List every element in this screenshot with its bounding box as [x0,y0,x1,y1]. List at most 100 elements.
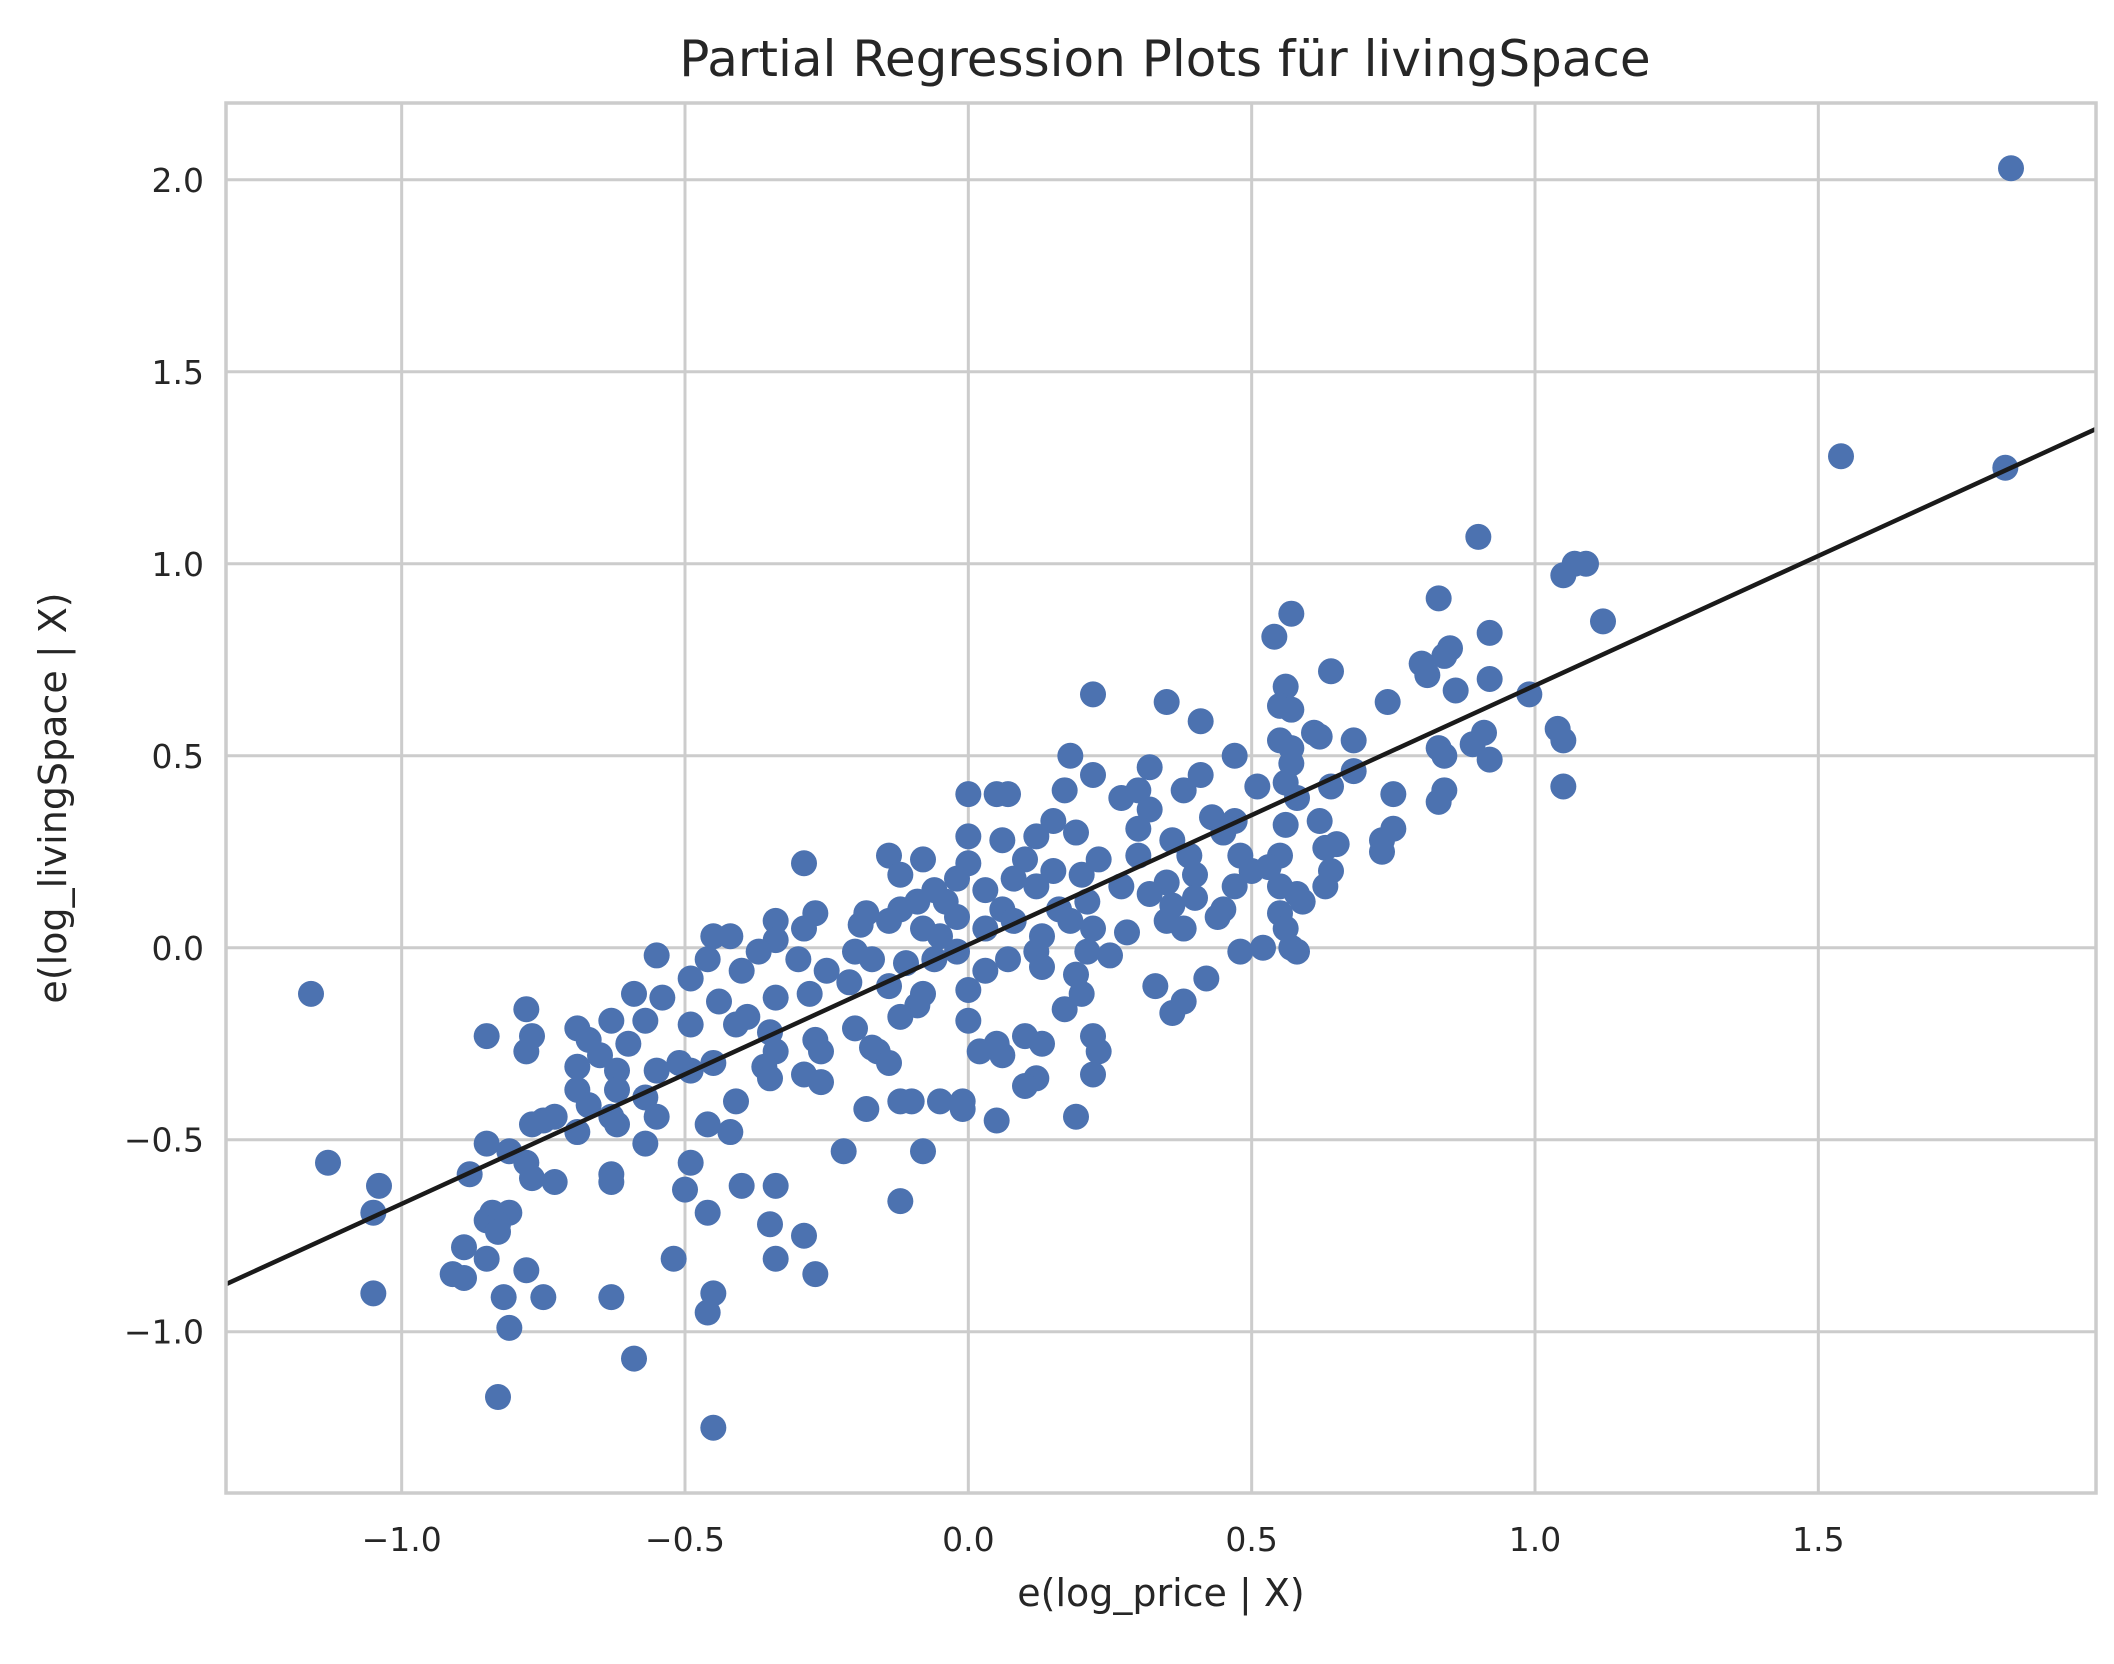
scatter-point [1828,443,1854,470]
y-tick-label: 0.5 [152,737,204,776]
y-tick-label: 1.5 [152,353,204,392]
scatter-point [927,1088,953,1115]
scatter-point [360,1280,387,1307]
x-tick-label: 1.0 [1509,1520,1561,1559]
scatter-point [859,946,885,973]
scatter-point [1000,865,1027,892]
scatter-points [298,155,2024,1441]
scatter-point [1136,754,1163,781]
x-tick-label: −0.5 [645,1520,725,1559]
scatter-point [1278,696,1305,723]
scatter-point [643,942,670,969]
scatter-point [575,1092,602,1119]
scatter-point [717,1119,744,1146]
scatter-point [1550,773,1577,800]
x-tick-label: 0.0 [942,1520,994,1559]
scatter-point [910,1138,936,1165]
scatter-point [1340,727,1367,754]
scatter-point [1097,942,1123,969]
scatter-point [887,1188,914,1215]
scatter-point [1057,907,1084,934]
scatter-point [1153,689,1180,716]
scatter-point [513,1038,540,1065]
scatter-point [1063,1103,1089,1130]
scatter-point [791,1222,817,1249]
scatter-point [1085,846,1112,873]
scatter-point [1374,689,1401,716]
scatter-point [1063,819,1089,846]
scatter-point [700,1414,727,1441]
scatter-point [598,1168,625,1195]
scatter-point [677,1011,704,1038]
scatter-point [694,1199,721,1226]
scatter-point [1193,965,1220,992]
scatter-point [451,1264,477,1291]
scatter-point [989,827,1016,854]
scatter-point [1074,938,1101,965]
scatter-point [785,946,812,973]
scatter-point [1068,980,1095,1007]
scatter-point [762,984,789,1011]
y-tick-label: 1.0 [152,545,204,584]
scatter-point [876,842,902,869]
scatter-point [927,923,953,950]
scatter-point [541,1168,568,1195]
scatter-point [1442,677,1469,704]
scatter-point [1159,1000,1186,1027]
scatter-point [853,1096,880,1123]
scatter-point [1261,623,1288,650]
scatter-point [1187,708,1214,735]
scatter-point [1250,934,1276,961]
scatter-point [598,1007,625,1034]
y-tick-labels: −1.0 −0.5 0.0 0.5 1.0 1.5 2.0 [124,161,204,1352]
x-axis-label: e(log_price | X) [1017,1571,1305,1616]
scatter-point [643,1103,670,1130]
scatter-point [1465,523,1492,550]
scatter-point [1227,938,1254,965]
scatter-point [955,823,982,850]
scatter-point [513,996,540,1023]
scatter-point [473,1245,500,1272]
scatter-point [1125,815,1152,842]
x-tick-label: −1.0 [362,1520,442,1559]
scatter-point [1550,727,1577,754]
scatter-point [485,1218,511,1245]
plot-frame [224,101,2098,1495]
scatter-point [1023,873,1050,900]
scatter-point [677,965,704,992]
scatter-point [1204,904,1231,931]
scatter-point [1425,585,1452,612]
scatter-point [1550,562,1577,589]
scatter-point [1312,834,1339,861]
scatter-point [513,1257,540,1284]
scatter-point [1476,619,1503,646]
scatter-point [1380,781,1407,808]
scatter-point [1080,915,1106,942]
regression-fit-line [225,426,2097,1287]
scatter-point [762,907,789,934]
scatter-point [955,781,982,808]
scatter-point [660,1245,687,1272]
scatter-point [298,980,324,1007]
scatter-point [632,1130,659,1157]
scatter-point [1057,742,1084,769]
scatter-point [1272,811,1299,838]
scatter-point [972,877,999,904]
scatter-point [983,1107,1010,1134]
scatter-point [898,1088,925,1115]
scatter-point [694,1111,721,1138]
scatter-point [955,976,982,1003]
scatter-point [1459,731,1486,758]
scatter-point [604,1076,630,1103]
scatter-point [643,1057,670,1084]
scatter-point [757,1211,783,1238]
x-tick-labels: −1.0 −0.5 0.0 0.5 1.0 1.5 [362,1520,1845,1559]
scatter-point [1238,857,1265,884]
scatter-point [723,1011,749,1038]
scatter-point [1040,857,1067,884]
scatter-point [966,1038,993,1065]
scatter-point [887,1003,914,1030]
scatter-point [847,911,874,938]
scatter-point [842,1015,868,1042]
